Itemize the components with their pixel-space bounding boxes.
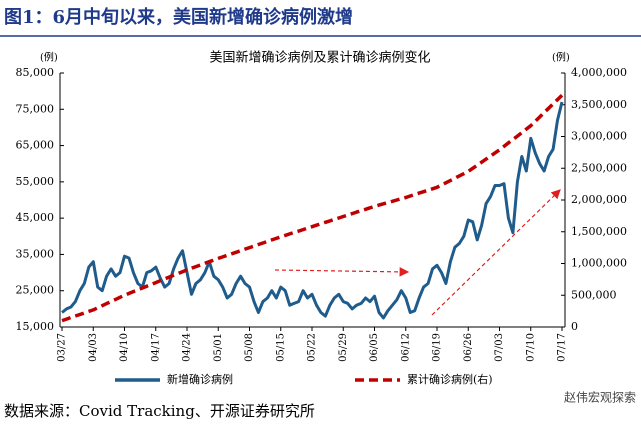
- x-tick-label: 07/17: [557, 333, 568, 362]
- watermark: 赵伟宏观探索: [564, 390, 636, 405]
- x-tick-label: 04/03: [88, 333, 99, 362]
- y2-tick-label: 3,000,000: [571, 130, 627, 143]
- source-note: 数据来源：Covid Tracking、开源证券研究所: [4, 402, 315, 420]
- y-tick-label: 65,000: [16, 139, 55, 152]
- x-tick-label: 05/15: [275, 333, 286, 362]
- annotation-arrow: [431, 189, 561, 316]
- x-tick-label: 04/10: [119, 333, 130, 362]
- x-tick-label: 06/12: [400, 333, 411, 362]
- y2-tick-label: 2,000,000: [571, 193, 627, 206]
- x-tick-label: 05/22: [307, 333, 318, 362]
- annotation-arrow: [274, 267, 410, 277]
- y2-tick-label: 3,500,000: [571, 98, 627, 111]
- x-tick-label: 05/29: [338, 333, 349, 362]
- y2-axis-label: (例): [552, 51, 570, 64]
- x-tick-label: 07/10: [525, 333, 536, 362]
- y2-tick-label: 1,000,000: [571, 257, 627, 270]
- y-tick-label: 45,000: [16, 211, 55, 224]
- legend-label: 累计确诊病例(右): [407, 372, 493, 386]
- y-tick-label: 85,000: [16, 66, 55, 79]
- y-axis-label: (例): [40, 51, 58, 64]
- chart-title: 美国新增确诊病例及累计确诊病例变化: [209, 50, 430, 66]
- y2-tick-label: 1,500,000: [571, 225, 627, 238]
- x-tick-label: 05/01: [213, 333, 224, 362]
- y-tick-label: 75,000: [16, 102, 55, 115]
- y2-tick-label: 4,000,000: [571, 66, 627, 79]
- x-tick-label: 06/05: [369, 333, 380, 362]
- y2-tick-label: 2,500,000: [571, 161, 627, 174]
- y-tick-label: 35,000: [16, 247, 55, 260]
- y-tick-label: 15,000: [16, 320, 55, 333]
- x-tick-label: 07/03: [494, 333, 505, 362]
- x-tick-label: 06/26: [463, 333, 474, 362]
- series-line: [61, 93, 564, 323]
- y-tick-label: 55,000: [16, 175, 55, 188]
- series-line: [61, 101, 564, 320]
- x-tick-label: 03/27: [57, 333, 68, 362]
- y2-tick-label: 0: [571, 320, 578, 333]
- x-tick-label: 05/08: [244, 333, 255, 362]
- legend-label: 新增确诊病例: [167, 372, 233, 386]
- y-tick-label: 25,000: [16, 284, 55, 297]
- y2-tick-label: 500,000: [571, 288, 617, 301]
- x-tick-label: 04/24: [182, 333, 193, 362]
- page-title: 图1：6月中旬以来，美国新增确诊病例激增: [4, 6, 353, 28]
- x-tick-label: 04/17: [150, 333, 161, 362]
- x-tick-label: 06/19: [432, 333, 443, 362]
